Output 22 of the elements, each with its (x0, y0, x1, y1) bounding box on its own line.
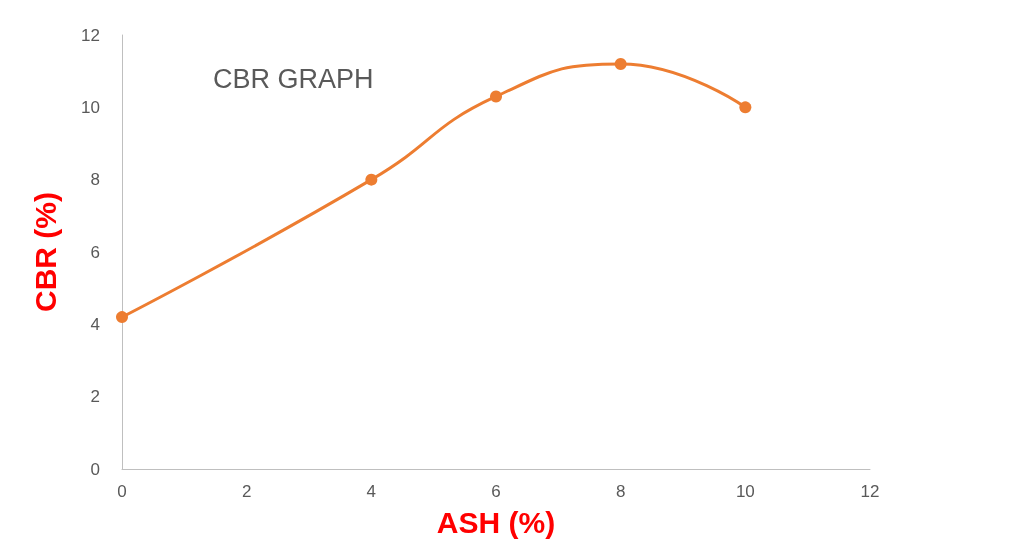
x-tick-label: 2 (241, 482, 252, 501)
point (739, 101, 752, 114)
y-tick-label: 6 (90, 242, 100, 262)
point (490, 90, 502, 103)
point (116, 311, 128, 324)
text: CBR GRAPH (213, 63, 374, 94)
x-tick-label: 6 (491, 482, 501, 501)
x-tick-label: 10 (735, 482, 755, 501)
y-tick-label: 10 (81, 97, 100, 117)
y-tick-label: 4 (90, 314, 100, 334)
x-tick-label: 12 (860, 482, 880, 501)
y-axis-title: CBR (%) (28, 192, 62, 312)
y-tick-label: 12 (81, 25, 100, 45)
y-tick-label: 0 (90, 459, 100, 479)
x-tick-label: 4 (366, 482, 377, 501)
y-tick-label: 2 (90, 387, 100, 407)
x-tick-label: 0 (117, 482, 127, 501)
x-axis-title: ASH (%) (436, 505, 556, 539)
point (614, 57, 627, 70)
x-tick-label: 8 (615, 482, 626, 501)
point (365, 173, 378, 186)
y-tick-label: 8 (90, 170, 100, 190)
